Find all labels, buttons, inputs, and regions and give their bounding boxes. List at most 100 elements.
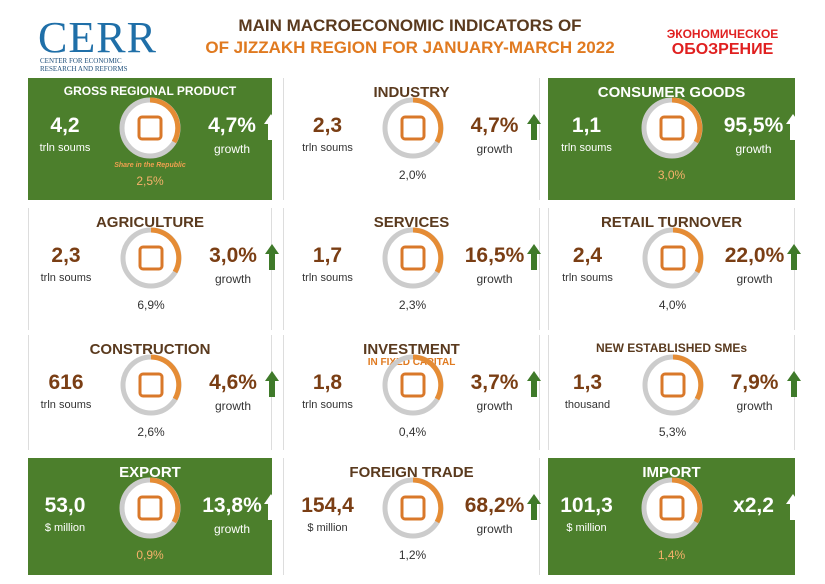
growth-label: growth: [735, 142, 772, 156]
indicator-card: IMPORT 101,3 $ million 1,4% x2,2: [548, 458, 800, 575]
icon-glyph: [400, 372, 425, 398]
growth: 4,7%: [470, 114, 519, 137]
indicator-card: RETAIL TURNOVER 2,4 trln soums 4,0% 22,0% gr…: [548, 208, 801, 330]
indicator-card: CONSTRUCTION 616 trln soums 2,6% 4,6% growth: [28, 335, 279, 450]
value: 1,8: [312, 371, 343, 394]
value: 2,4: [572, 244, 603, 267]
share: 3,0%: [657, 168, 686, 182]
unit: thousand: [564, 399, 611, 411]
indicator-card: AGRICULTURE 2,3 trln soums 6,9% 3,0% growth: [28, 208, 279, 330]
arrow-shape: [785, 494, 800, 520]
partner-logo: ЭКОНОМИЧЕСКОЕ ОБОЗРЕНИЕ: [655, 26, 790, 58]
value: 2,3: [312, 114, 343, 137]
card-title: NEW ESTABLISHED SMEs: [595, 341, 748, 355]
growth-arrow: [264, 114, 278, 140]
partner-line: ЭКОНОМИЧЕСКОЕ: [666, 27, 779, 41]
share: 1,4%: [657, 548, 686, 562]
growth-label: growth: [476, 272, 513, 286]
title-line: OF JIZZAKH REGION FOR JANUARY-MARCH 2022: [205, 38, 615, 57]
arrow-shape: [264, 114, 278, 140]
share-caption: Share in the Republic: [114, 162, 186, 169]
value: 101,3: [560, 494, 613, 517]
share: 2,6%: [137, 425, 165, 439]
logo: CERR: [38, 13, 157, 62]
icon: [382, 97, 443, 159]
arrow-shape: [785, 114, 800, 140]
icon: [119, 97, 181, 159]
icon-arc: [412, 477, 443, 524]
indicator-card: SERVICES 1,7 trln soums 2,3% 16,5% growth: [283, 208, 541, 330]
card-title: IMPORT: [642, 464, 701, 481]
growth: 4,6%: [209, 371, 257, 394]
growth-arrow: [526, 114, 541, 140]
arrow-shape: [265, 244, 279, 270]
icon-arc: [671, 97, 702, 144]
growth: 7,9%: [730, 371, 779, 394]
unit: trln soums: [302, 142, 353, 154]
icon-arc: [150, 227, 182, 274]
unit: trln soums: [40, 272, 92, 284]
icon-arc: [412, 97, 443, 144]
unit: trln soums: [302, 272, 353, 284]
share: 1,2%: [398, 548, 427, 562]
icon-arc: [412, 354, 443, 401]
arrow-shape: [526, 371, 541, 397]
arrow-shape: [526, 114, 541, 140]
card-title: SERVICES: [373, 214, 450, 231]
icon-arc: [672, 227, 703, 274]
unit: $ million: [44, 522, 86, 534]
growth-label: growth: [213, 522, 251, 536]
icon-glyph: [400, 495, 425, 521]
indicator-card: NEW ESTABLISHED SMEs 1,3 thousand 5,3% 7,9%…: [548, 335, 801, 450]
share: 4,0%: [658, 298, 687, 312]
growth-arrow: [265, 244, 279, 270]
card-subtitle: IN FIXED CAPITAL: [367, 357, 456, 368]
growth-label: growth: [736, 272, 773, 286]
growth-arrow: [526, 371, 541, 397]
growth: 13,8%: [202, 494, 262, 517]
icon: [642, 354, 703, 416]
growth: 95,5%: [723, 114, 784, 137]
unit: trln soums: [561, 142, 612, 154]
icon-glyph: [400, 245, 425, 271]
card-title: FOREIGN TRADE: [349, 464, 474, 481]
growth-label: growth: [476, 142, 513, 156]
unit: trln soums: [40, 399, 92, 411]
card-title: AGRICULTURE: [95, 214, 205, 231]
growth-arrow: [526, 494, 541, 520]
unit: trln soums: [562, 272, 613, 284]
unit: trln soums: [302, 399, 353, 411]
growth-arrow: [786, 371, 801, 397]
growth: x2,2: [733, 494, 774, 517]
growth-label: growth: [736, 399, 773, 413]
icon-glyph: [400, 115, 425, 141]
indicator-card: CONSUMER GOODS 1,1 trln soums 3,0% 95,5% gro…: [548, 78, 800, 200]
icon: [382, 227, 443, 289]
arrow-shape: [526, 244, 541, 270]
growth-arrow: [526, 244, 541, 270]
share: 6,9%: [137, 298, 165, 312]
unit: trln soums: [39, 142, 91, 154]
value: 154,4: [301, 494, 354, 517]
growth: 22,0%: [724, 244, 785, 267]
growth-label: growth: [213, 142, 251, 156]
icon-glyph: [660, 372, 685, 398]
card-title: RETAIL TURNOVER: [600, 214, 743, 231]
card-title: INVESTMENT: [363, 341, 460, 358]
icon: [382, 354, 443, 416]
growth-label: growth: [476, 522, 513, 536]
indicator-card: FOREIGN TRADE 154,4 $ million 1,2% 68,2% gro…: [283, 458, 541, 575]
arrow-shape: [265, 371, 279, 397]
growth-label: growth: [214, 272, 252, 286]
icon: [641, 97, 702, 159]
value: 616: [48, 371, 84, 394]
icon-arc: [671, 477, 702, 524]
card-title: INDUSTRY: [373, 84, 450, 101]
icon: [120, 227, 182, 289]
growth-arrow: [265, 371, 279, 397]
logo-caption-line: CENTER FOR ECONOMIC: [40, 57, 122, 65]
growth: 4,7%: [208, 114, 256, 137]
arrow-shape: [786, 244, 801, 270]
value: 1,1: [571, 114, 602, 137]
